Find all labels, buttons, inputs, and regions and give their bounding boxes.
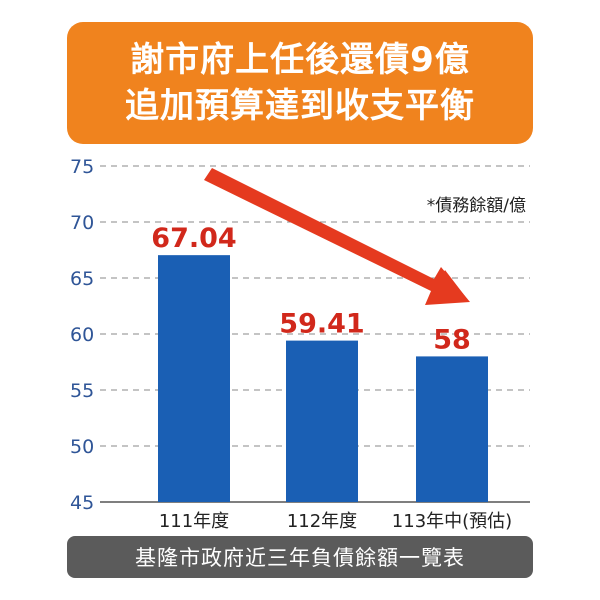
bar-value-label: 67.04 [151,223,236,254]
y-tick-label: 50 [70,436,94,458]
y-tick-label: 65 [70,268,94,290]
y-tick-label: 60 [70,324,94,346]
bar-value-label: 59.41 [279,309,364,340]
unit-note: *債務餘額/億 [427,196,526,216]
bar [416,356,488,502]
chart-caption: 基隆市政府近三年負債餘額一覽表 [135,546,465,570]
bar [286,340,358,502]
title-line-1: 謝市府上任後還債9億 [130,40,470,80]
chart-caption-banner: 基隆市政府近三年負債餘額一覽表 [67,536,533,578]
x-tick-label: 112年度 [287,511,357,532]
y-tick-label: 45 [70,492,94,514]
bar [158,255,230,502]
x-tick-label: 113年中(預估) [392,511,512,532]
y-tick-label: 55 [70,380,94,402]
chart-title-banner: 謝市府上任後還債9億 追加預算達到收支平衡 [67,22,533,144]
y-tick-label: 70 [70,212,94,234]
bar-value-label: 58 [433,324,471,355]
trend-arrow-shaft [204,168,470,305]
title-line-2: 追加預算達到收支平衡 [125,86,475,126]
y-tick-label: 75 [70,156,94,178]
x-tick-label: 111年度 [159,511,229,532]
